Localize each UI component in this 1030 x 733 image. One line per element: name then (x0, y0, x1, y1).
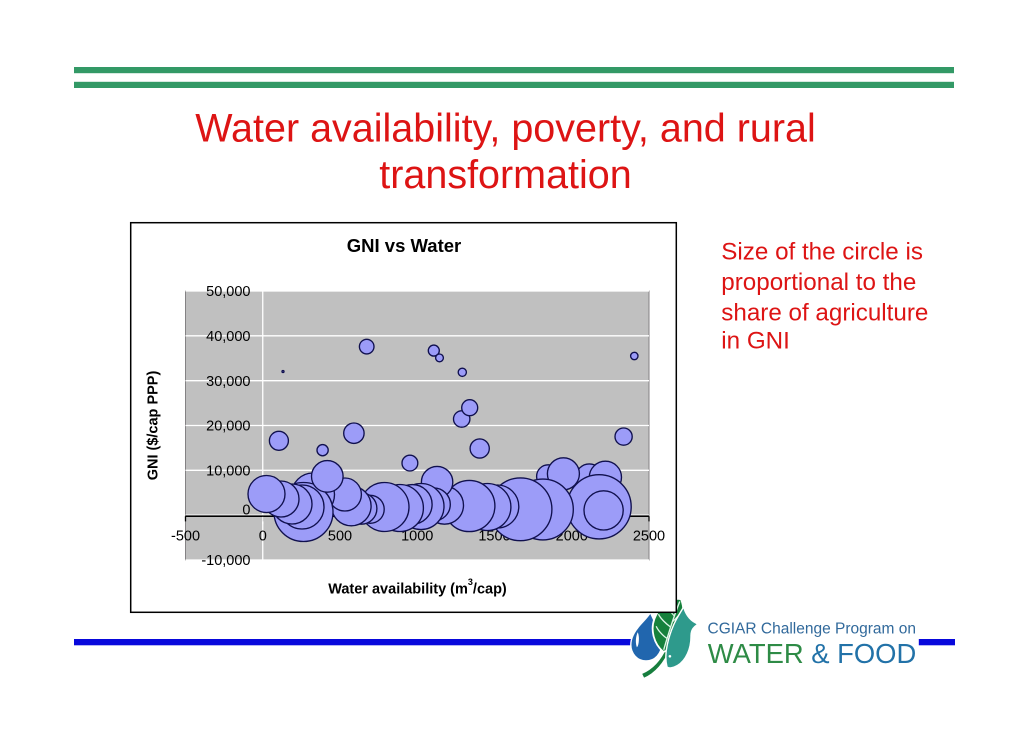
svg-text:0: 0 (242, 502, 250, 518)
svg-text:in GNI: in GNI (721, 328, 790, 355)
svg-text:share of agriculture: share of agriculture (721, 299, 928, 326)
svg-text:GNI vs Water: GNI vs Water (347, 235, 461, 256)
svg-text:10,000: 10,000 (206, 464, 250, 480)
svg-text:GNI ($/cap PPP): GNI ($/cap PPP) (146, 371, 162, 481)
svg-text:Size of the circle is: Size of the circle is (721, 238, 923, 265)
svg-text:2500: 2500 (633, 528, 665, 544)
svg-text:proportional to the: proportional to the (721, 269, 916, 296)
svg-text:Water availability (m3/cap): Water availability (m3/cap) (328, 577, 507, 598)
svg-text:transformation: transformation (379, 153, 631, 197)
svg-text:40,000: 40,000 (206, 329, 250, 345)
svg-text:WATER & FOOD: WATER & FOOD (708, 638, 916, 669)
svg-text:-10,000: -10,000 (201, 553, 250, 569)
svg-text:30,000: 30,000 (206, 374, 250, 390)
svg-text:-500: -500 (171, 528, 200, 544)
svg-text:20,000: 20,000 (206, 419, 250, 435)
svg-text:1000: 1000 (401, 528, 433, 544)
svg-text:CGIAR Challenge Program on: CGIAR Challenge Program on (708, 620, 917, 637)
svg-text:0: 0 (259, 528, 267, 544)
svg-text:50,000: 50,000 (206, 284, 250, 300)
svg-text:Water availability, poverty, a: Water availability, poverty, and rural (195, 107, 816, 151)
svg-text:500: 500 (328, 528, 352, 544)
